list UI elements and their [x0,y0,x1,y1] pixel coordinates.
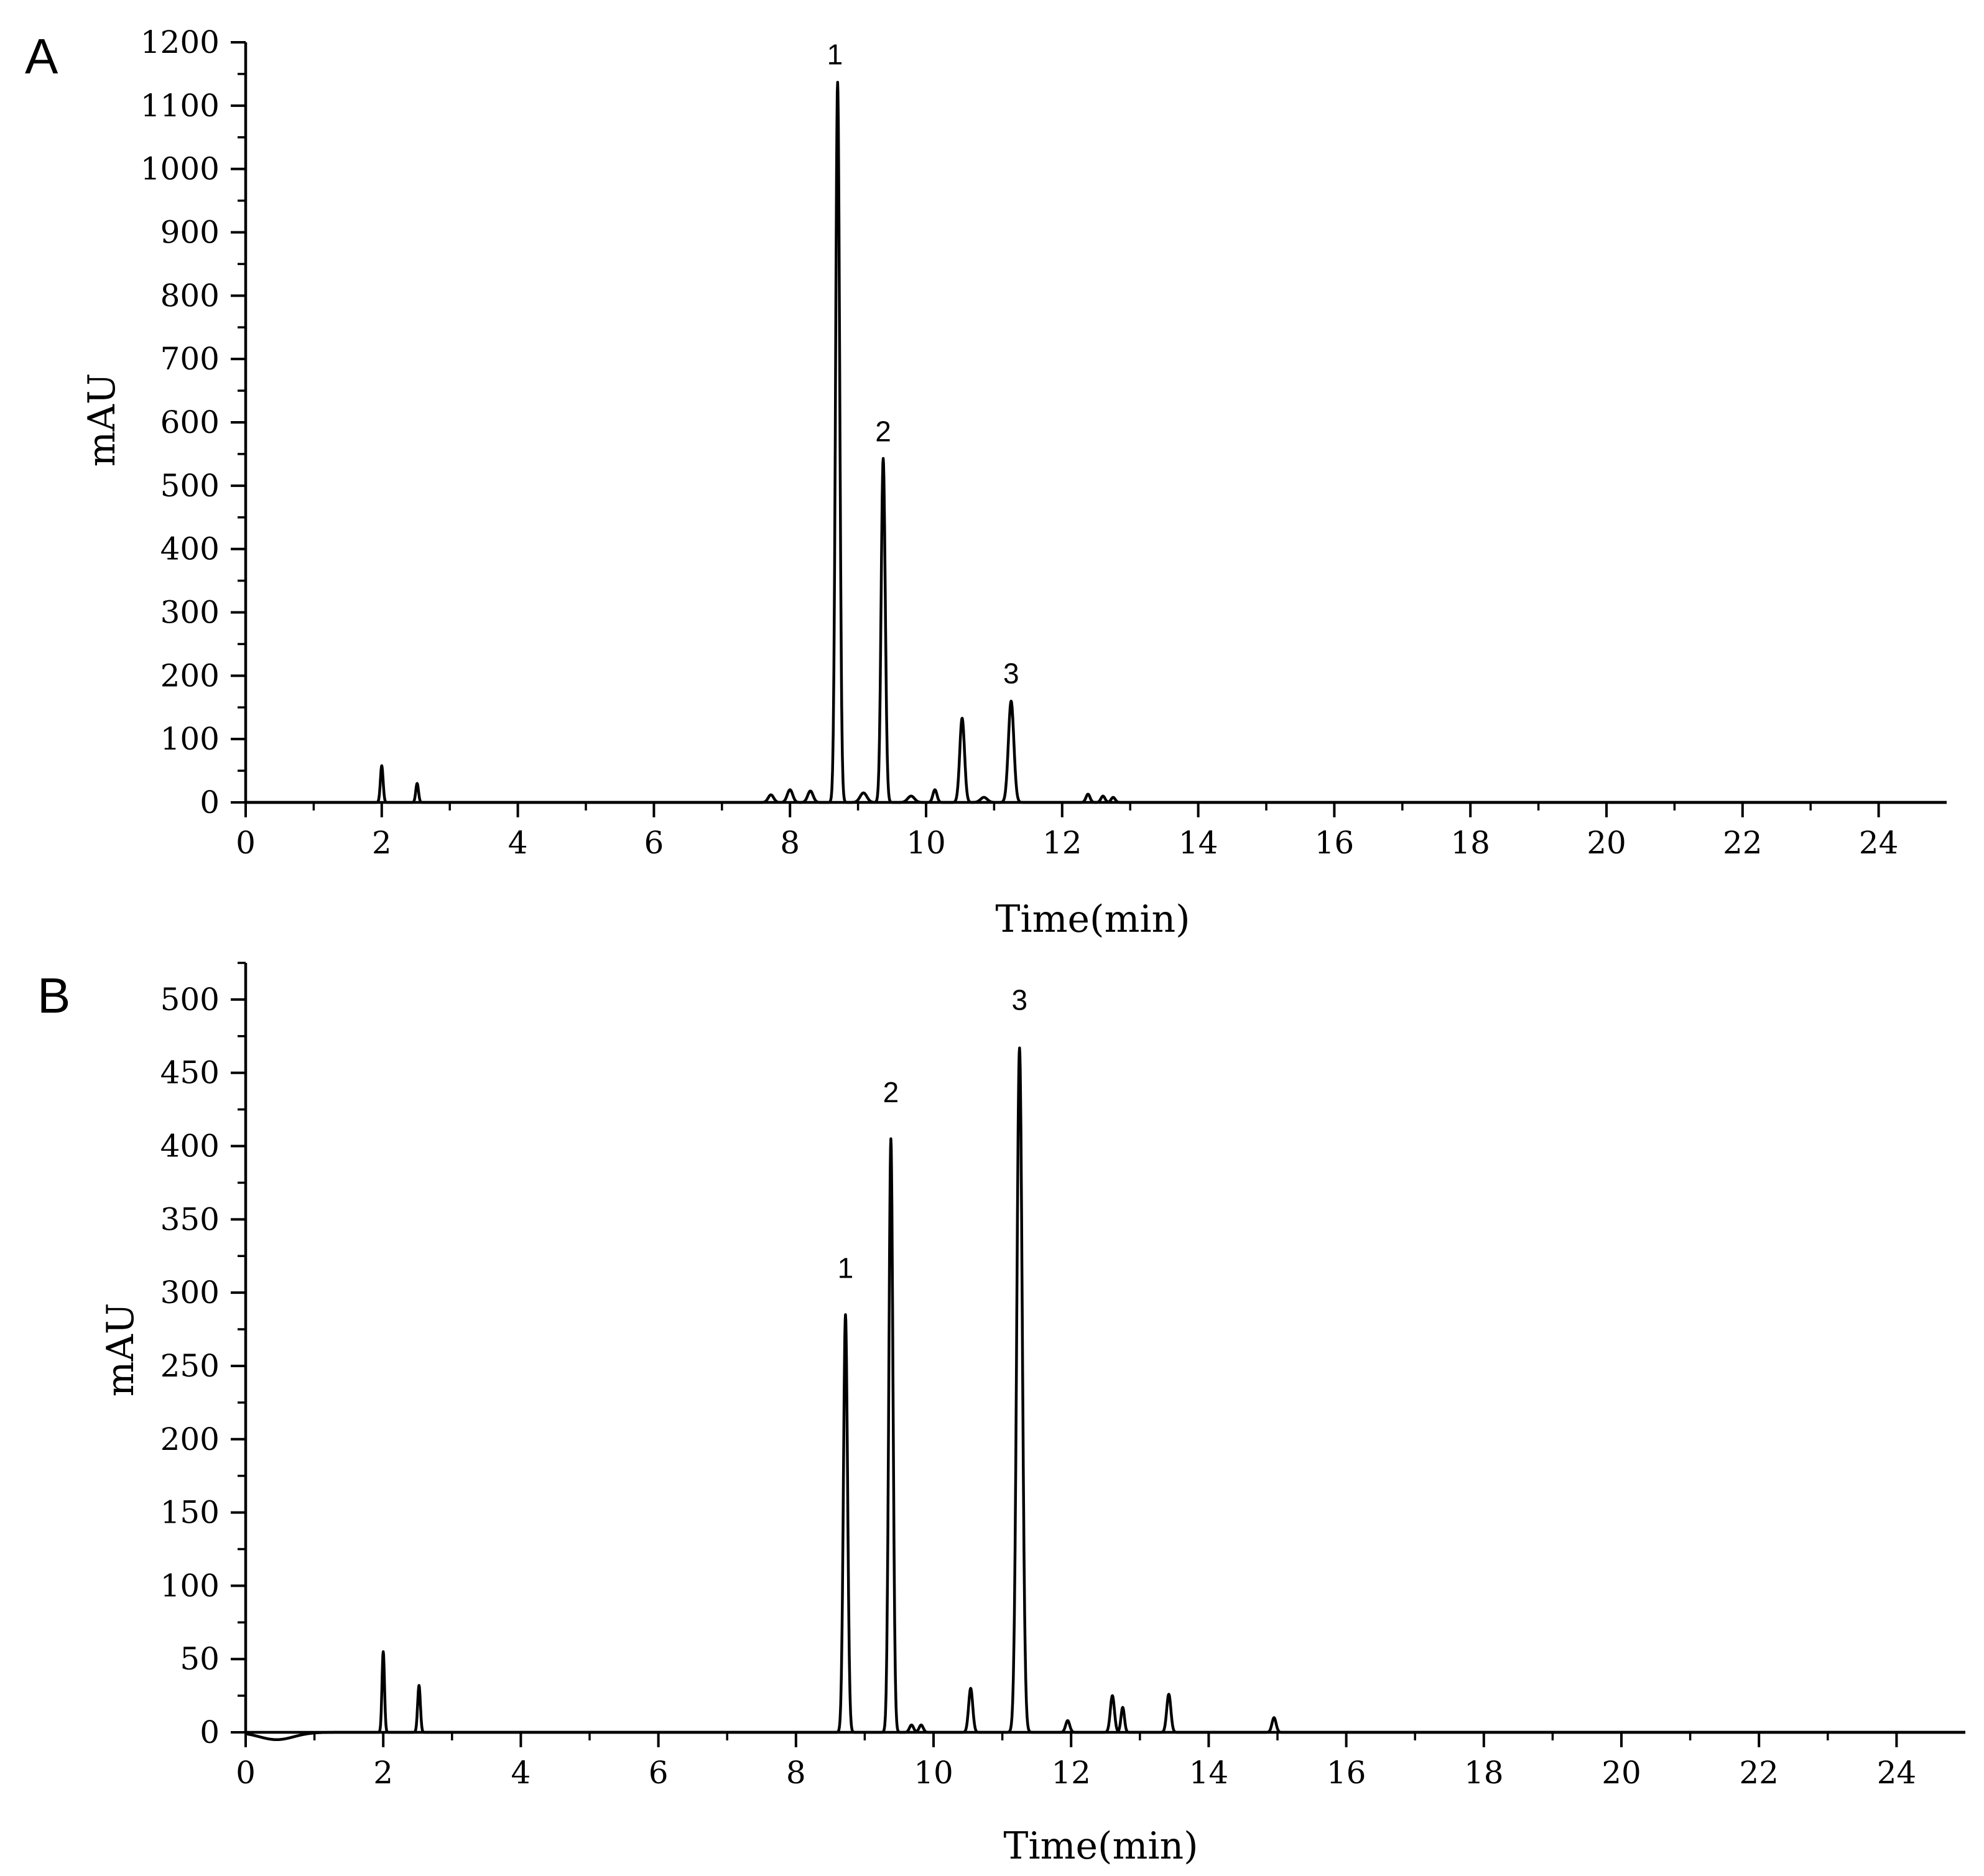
x-tick-label: 4 [511,1755,531,1791]
y-tick-label: 600 [160,404,220,440]
chromatogram-trace [244,80,1948,804]
x-tick-label: 6 [644,825,664,861]
x-tick-label: 0 [236,1755,256,1791]
peak-label: 2 [875,416,891,448]
x-tick-label: 20 [1587,825,1626,861]
y-tick-label: 0 [200,784,220,820]
peak-label: 3 [1003,657,1019,690]
x-tick-label: 4 [508,825,528,861]
x-tick-label: 0 [236,825,256,861]
y-tick-label: 350 [160,1201,220,1237]
panel-label: A [25,29,58,84]
y-tick-label: 700 [160,341,220,377]
panel-b: B 0 2 4 6 8 10 12 14 16 18 20 22 2405010015020025030… [37,962,1967,1868]
panel-a-plot: 0 2 4 6 8 10 12 14 16 18 20 22 240100200300400500600… [141,24,1948,861]
y-tick-label: 300 [160,595,220,631]
x-tick-label: 20 [1602,1755,1641,1791]
y-tick-label: 100 [160,1567,220,1604]
x-tick-label: 2 [373,1755,393,1791]
chromatogram-trace [244,1046,1967,1742]
x-tick-label: 14 [1189,1755,1229,1791]
x-tick-label: 22 [1739,1755,1779,1791]
peak-label: 2 [883,1076,899,1108]
y-tick-label: 200 [160,1421,220,1457]
y-tick-label: 500 [160,982,220,1018]
peak-label: 3 [1011,983,1027,1016]
y-tick-label: 800 [160,277,220,313]
y-tick-label: 900 [160,215,220,251]
x-axis-title: Time(min) [995,898,1190,941]
x-tick-label: 22 [1723,825,1763,861]
y-tick-label: 100 [160,721,220,757]
x-tick-label: 6 [649,1755,669,1791]
y-tick-label: 450 [160,1055,220,1091]
y-axis-title: mAU [99,1303,142,1397]
x-tick-label: 16 [1327,1755,1366,1791]
x-tick-label: 8 [780,825,800,861]
x-tick-label: 10 [914,1755,953,1791]
y-tick-label: 1200 [141,24,220,60]
x-axis-title: Time(min) [1003,1824,1198,1868]
y-tick-label: 300 [160,1275,220,1311]
peak-label: 1 [838,1252,854,1284]
x-tick-label: 2 [372,825,392,861]
x-tick-label: 12 [1051,1755,1091,1791]
y-tick-label: 500 [160,468,220,504]
y-tick-label: 250 [160,1348,220,1384]
y-tick-label: 150 [160,1495,220,1531]
x-tick-label: 12 [1042,825,1082,861]
panel-a: A 0 2 4 6 8 10 12 14 16 18 20 22 2401002003004005006… [25,24,1948,941]
y-tick-label: 1100 [141,88,220,124]
panel-b-plot: 0 2 4 6 8 10 12 14 16 18 20 22 240501001502002503003… [160,962,1967,1791]
x-tick-label: 24 [1877,1755,1917,1791]
y-tick-label: 50 [180,1641,220,1677]
panel-label: B [37,968,70,1023]
x-tick-label: 14 [1179,825,1218,861]
y-tick-label: 400 [160,531,220,567]
y-axis-title: mAU [80,373,124,467]
y-tick-label: 200 [160,657,220,694]
x-tick-label: 24 [1859,825,1899,861]
y-tick-label: 400 [160,1128,220,1164]
x-tick-label: 10 [906,825,946,861]
y-tick-label: 1000 [141,151,220,187]
peak-label: 1 [827,39,843,71]
x-tick-label: 18 [1464,1755,1504,1791]
x-tick-label: 8 [786,1755,806,1791]
y-tick-label: 0 [200,1714,220,1750]
x-tick-label: 18 [1450,825,1490,861]
x-tick-label: 16 [1315,825,1355,861]
